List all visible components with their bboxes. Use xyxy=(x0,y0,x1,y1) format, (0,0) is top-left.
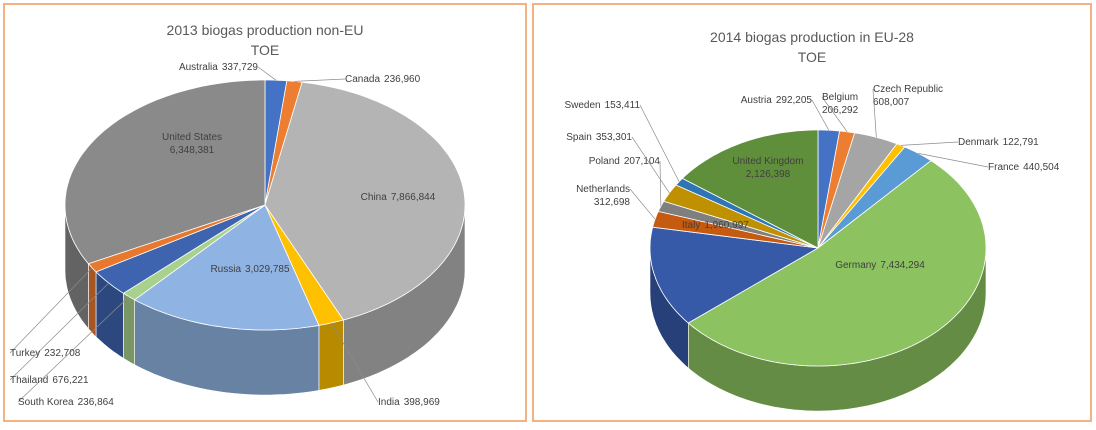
value-label: 122,791 xyxy=(1003,137,1040,148)
category-label: Australia xyxy=(179,62,218,73)
category-label: Thailand xyxy=(10,375,48,386)
value-label: 206,292 xyxy=(822,105,859,116)
value-label: 337,729 xyxy=(222,62,259,73)
slice xyxy=(817,146,932,249)
chart-subtitle: TOE xyxy=(251,42,280,58)
leader-line xyxy=(639,104,680,182)
value-label: 1,960,997 xyxy=(704,220,749,231)
leader-line xyxy=(9,282,110,381)
value-label: 153,411 xyxy=(605,100,641,111)
data-label: Denmark122,791 xyxy=(958,137,1039,148)
value-label: 440,504 xyxy=(1023,162,1060,173)
leader-line xyxy=(918,153,989,168)
leader-line xyxy=(17,296,130,403)
data-label: China7,866,844 xyxy=(361,192,436,203)
data-label: Netherlands 312,698 xyxy=(576,184,630,208)
category-label: India xyxy=(378,397,400,408)
category-label: Netherlands xyxy=(576,184,630,195)
slice xyxy=(681,129,819,249)
leader-line xyxy=(631,136,670,194)
leader-line xyxy=(659,160,662,207)
category-label: Belgium xyxy=(822,92,858,103)
value-label: 353,301 xyxy=(596,132,633,143)
value-label: 6,348,381 xyxy=(170,145,215,156)
category-label: Austria xyxy=(741,95,773,106)
leader-line xyxy=(900,141,959,146)
slice xyxy=(264,204,345,326)
value-label: 676,221 xyxy=(52,375,89,386)
data-label: Australia 337,729 xyxy=(179,62,258,73)
leader-line xyxy=(257,66,277,81)
category-label: United Kingdom xyxy=(732,156,803,167)
data-label: Belgium 206,292 xyxy=(822,92,859,116)
value-label: 2,126,398 xyxy=(746,169,791,180)
data-label: Austria292,205 xyxy=(741,95,813,106)
value-label: 207,104 xyxy=(624,156,661,167)
chart-title: 2014 biogas production in EU-28 xyxy=(710,29,914,45)
chart-title: 2013 biogas production non-EU xyxy=(167,22,364,38)
leader-line xyxy=(294,78,346,82)
value-label: 7,866,844 xyxy=(391,192,436,203)
chart-subtitle: TOE xyxy=(798,49,827,65)
category-label: Italy xyxy=(682,220,700,231)
slice xyxy=(95,204,266,294)
data-label: Czech Republic 608,007 xyxy=(873,84,943,108)
category-label: United States xyxy=(162,132,222,143)
value-label: 398,969 xyxy=(404,397,441,408)
value-label: 312,698 xyxy=(594,197,631,208)
leader-line xyxy=(872,88,877,138)
category-label: Germany xyxy=(835,260,876,271)
slice-side xyxy=(88,262,97,338)
category-label: China xyxy=(361,192,388,203)
value-label: 232,708 xyxy=(44,348,81,359)
category-label: Sweden xyxy=(564,100,600,111)
slice-side xyxy=(318,319,344,391)
value-label: 292,205 xyxy=(776,95,813,106)
data-label: Thailand 676,221 xyxy=(10,375,89,386)
slice-side xyxy=(123,292,135,366)
slice xyxy=(264,81,466,321)
value-label: 236,960 xyxy=(384,74,421,85)
value-label: 608,007 xyxy=(873,97,910,108)
leader-line xyxy=(821,96,848,133)
category-label: South Korea xyxy=(18,397,74,408)
category-label: Poland xyxy=(589,156,620,167)
slice xyxy=(817,132,898,249)
value-label: 3,029,785 xyxy=(245,264,290,275)
data-label: Turkey 232,708 xyxy=(10,348,81,359)
data-label: United States 6,348,381 xyxy=(162,132,222,156)
data-label: Spain 353,301 xyxy=(566,132,632,143)
category-label: Spain xyxy=(566,132,592,143)
category-label: France xyxy=(988,162,1020,173)
category-label: Canada xyxy=(345,74,380,85)
category-label: Russia xyxy=(210,264,241,275)
data-label: Russia 3,029,785 xyxy=(210,264,290,275)
category-label: Denmark xyxy=(958,137,1000,148)
slice xyxy=(687,160,987,367)
data-label: South Korea 236,864 xyxy=(18,397,114,408)
slice xyxy=(133,204,320,331)
data-label: United Kingdom 2,126,398 xyxy=(732,156,803,180)
data-label: France440,504 xyxy=(988,162,1060,173)
leader-line xyxy=(629,188,656,220)
value-label: 236,864 xyxy=(78,397,115,408)
leader-line xyxy=(330,322,379,403)
slice xyxy=(649,226,820,324)
leader-line xyxy=(9,267,93,354)
data-label: Germany 7,434,294 xyxy=(835,260,925,271)
value-label: 7,434,294 xyxy=(880,260,925,271)
data-label: Sweden 153,411 xyxy=(564,100,640,111)
data-label: Italy 1,960,997 xyxy=(682,220,749,231)
data-label: India 398,969 xyxy=(378,397,440,408)
slice xyxy=(64,79,266,265)
data-label: Canada 236,960 xyxy=(345,74,421,85)
category-label: Turkey xyxy=(10,348,40,359)
data-label: Poland 207,104 xyxy=(589,156,661,167)
category-label: Czech Republic xyxy=(873,84,943,95)
leader-line xyxy=(811,99,830,131)
